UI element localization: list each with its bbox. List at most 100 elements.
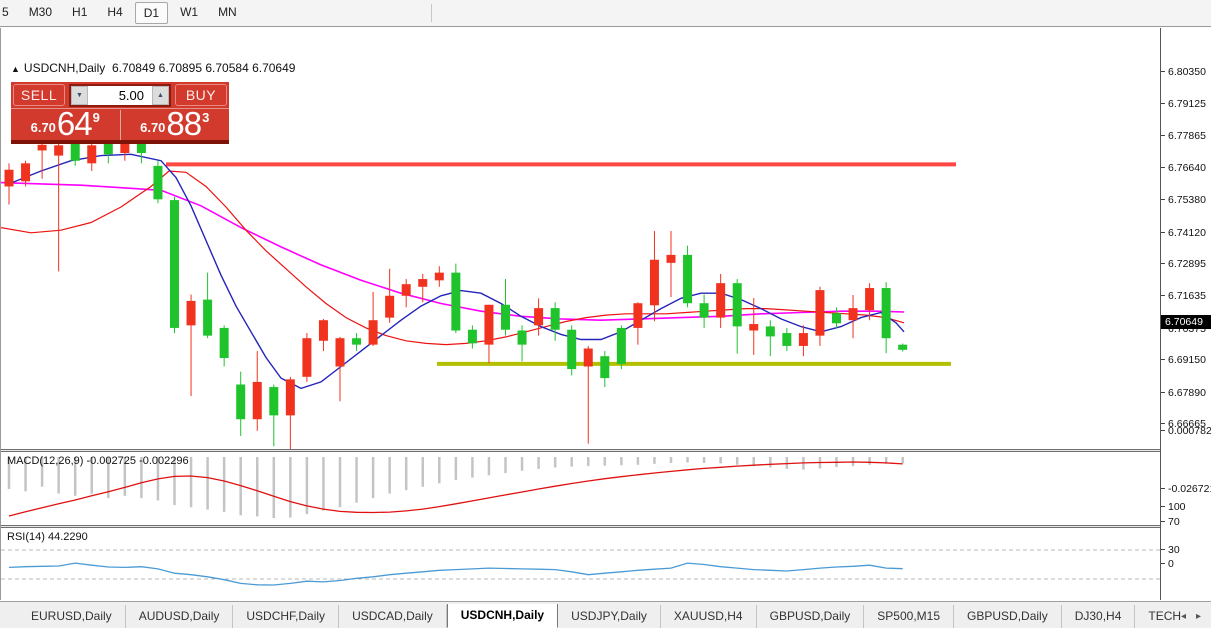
rsi-axis-label: 70 (1161, 516, 1211, 528)
candle-body (666, 254, 676, 263)
candle-body (236, 384, 246, 420)
candle-body (898, 344, 908, 350)
candle-body (716, 283, 726, 318)
price-axis-label: 6.72895 (1161, 258, 1211, 270)
buy-button[interactable]: BUY (175, 84, 227, 106)
timeframe-button-5[interactable]: 5 (2, 5, 9, 19)
candle-body (368, 320, 378, 345)
volume-input[interactable]: 5.00 (88, 85, 152, 105)
macd-signal-line (8, 461, 903, 517)
candle-body (550, 308, 560, 330)
chart-tab-usdchf[interactable]: USDCHF,Daily (233, 605, 340, 628)
sell-button[interactable]: SELL (13, 84, 65, 106)
one-click-trade-panel: SELL ▼ 5.00 ▲ BUY 6.70 64 9 6.70 88 3 (11, 82, 229, 144)
candle-body (467, 329, 477, 344)
candle-body (120, 137, 130, 154)
price-axis-label: 6.67890 (1161, 387, 1211, 399)
candle-body (302, 338, 312, 377)
chart-tab-gbpusd[interactable]: GBPUSD,Daily (757, 605, 865, 628)
timeframe-button-W1[interactable]: W1 (180, 5, 199, 19)
candle-body (616, 327, 626, 364)
tab-scroll-arrows: ◂ ▸ (1181, 611, 1211, 628)
chart-tab-usdjpy[interactable]: USDJPY,Daily (558, 605, 661, 628)
price-axis-label: 6.69150 (1161, 354, 1211, 366)
chart-tab-usdcnh[interactable]: USDCNH,Daily (446, 604, 559, 628)
toolbar-divider (430, 4, 432, 22)
candle-body (385, 295, 395, 318)
macd-pane[interactable] (1, 452, 1161, 525)
candle-body (633, 303, 643, 328)
candle-body (534, 308, 544, 326)
candle-body (484, 304, 494, 345)
timeframe-button-H1[interactable]: H1 (72, 5, 88, 19)
candle-body (54, 145, 64, 156)
chart-tab-tech100[interactable]: TECH100,H1 (1135, 605, 1181, 628)
candle-body (352, 338, 362, 345)
candle-body (765, 326, 775, 337)
chart-tab-xauusd[interactable]: XAUUSD,H4 (661, 605, 757, 628)
candle-body (186, 300, 196, 326)
candle-body (136, 137, 146, 154)
price-axis-label: 6.75380 (1161, 194, 1211, 206)
ma-fast-blue (8, 153, 905, 390)
rsi-line (8, 562, 903, 586)
chart-tab-sp500[interactable]: SP500,M15 (864, 605, 955, 628)
timeframe-button-MN[interactable]: MN (218, 5, 237, 19)
rsi-axis-label: 0 (1161, 558, 1211, 570)
candle-body (87, 145, 97, 164)
rsi-pane[interactable] (1, 528, 1161, 604)
candle-body (269, 387, 279, 416)
candle-body (848, 308, 858, 321)
price-axis-label: 6.80350 (1161, 66, 1211, 78)
timeframe-button-H4[interactable]: H4 (107, 5, 123, 19)
chart-title: ▲ USDCNH,Daily 6.70849 6.70895 6.70584 6.… (11, 61, 295, 75)
candle-body (832, 313, 841, 324)
chart-tabs: EURUSD,Daily AUDUSD,Daily USDCHF,Daily USDC… (18, 604, 1181, 628)
tab-scroll-left-icon[interactable]: ◂ (1180, 611, 1186, 622)
chart-tab-eurusd[interactable]: EURUSD,Daily (18, 605, 126, 628)
ask-quote[interactable]: 6.70 88 3 (121, 107, 230, 140)
candle-body (170, 200, 179, 328)
current-price-badge: 6.70649 (1161, 314, 1211, 329)
trade-panel-quotes: 6.70 64 9 6.70 88 3 (11, 107, 230, 140)
chart-tab-bar: EURUSD,Daily AUDUSD,Daily USDCHF,Daily USDC… (0, 601, 1211, 628)
chart-tab-audusd[interactable]: AUDUSD,Daily (126, 605, 234, 628)
timeframe-toolbar: 5 M30 H1 H4 D1 W1 MN (0, 0, 1211, 27)
candle-body (418, 279, 428, 287)
volume-increase-icon[interactable]: ▲ (152, 85, 169, 105)
macd-axis-max: 0.000782 (1161, 425, 1211, 437)
candle-body (335, 338, 345, 367)
chart-tab-gbpusd[interactable]: GBPUSD,Daily (954, 605, 1062, 628)
candle-body (699, 303, 709, 318)
candle-body (798, 333, 808, 346)
candle-body (683, 254, 693, 304)
candle-body (881, 288, 891, 339)
timeframe-button-D1[interactable]: D1 (134, 2, 169, 24)
candle-body (865, 288, 875, 311)
pane-splitter[interactable] (1, 449, 1161, 452)
price-axis-label: 6.71635 (1161, 290, 1211, 302)
collapse-triangle-icon[interactable]: ▲ (11, 64, 20, 74)
bid-quote[interactable]: 6.70 64 9 (11, 107, 121, 140)
volume-decrease-icon[interactable]: ▼ (71, 85, 88, 105)
ask-prefix: 6.70 (140, 120, 166, 135)
candle-body (583, 348, 593, 367)
trade-panel-controls: SELL ▼ 5.00 ▲ BUY (11, 82, 229, 109)
timeframe-button-M30[interactable]: M30 (28, 5, 53, 19)
chart-tab-dj30[interactable]: DJ30,H4 (1062, 605, 1136, 628)
price-chart-pane[interactable] (1, 56, 1161, 449)
candle-body (567, 329, 577, 370)
candle-body (649, 259, 659, 306)
candle-body (517, 330, 527, 345)
rsi-axis-label: 100 (1161, 501, 1211, 513)
chart-region[interactable]: ▲ USDCNH,Daily 6.70849 6.70895 6.70584 6.… (0, 28, 1161, 628)
tab-scroll-right-icon[interactable]: ▸ (1195, 611, 1201, 622)
bid-prefix: 6.70 (30, 120, 56, 135)
pane-splitter-2[interactable] (1, 525, 1161, 528)
candle-body (318, 320, 328, 341)
price-axis-label: 6.77865 (1161, 130, 1211, 142)
chart-ohlc-values: 6.70849 6.70895 6.70584 6.70649 (111, 61, 296, 75)
chart-tab-usdcad[interactable]: USDCAD,Daily (339, 605, 447, 628)
candle-body (732, 283, 742, 327)
